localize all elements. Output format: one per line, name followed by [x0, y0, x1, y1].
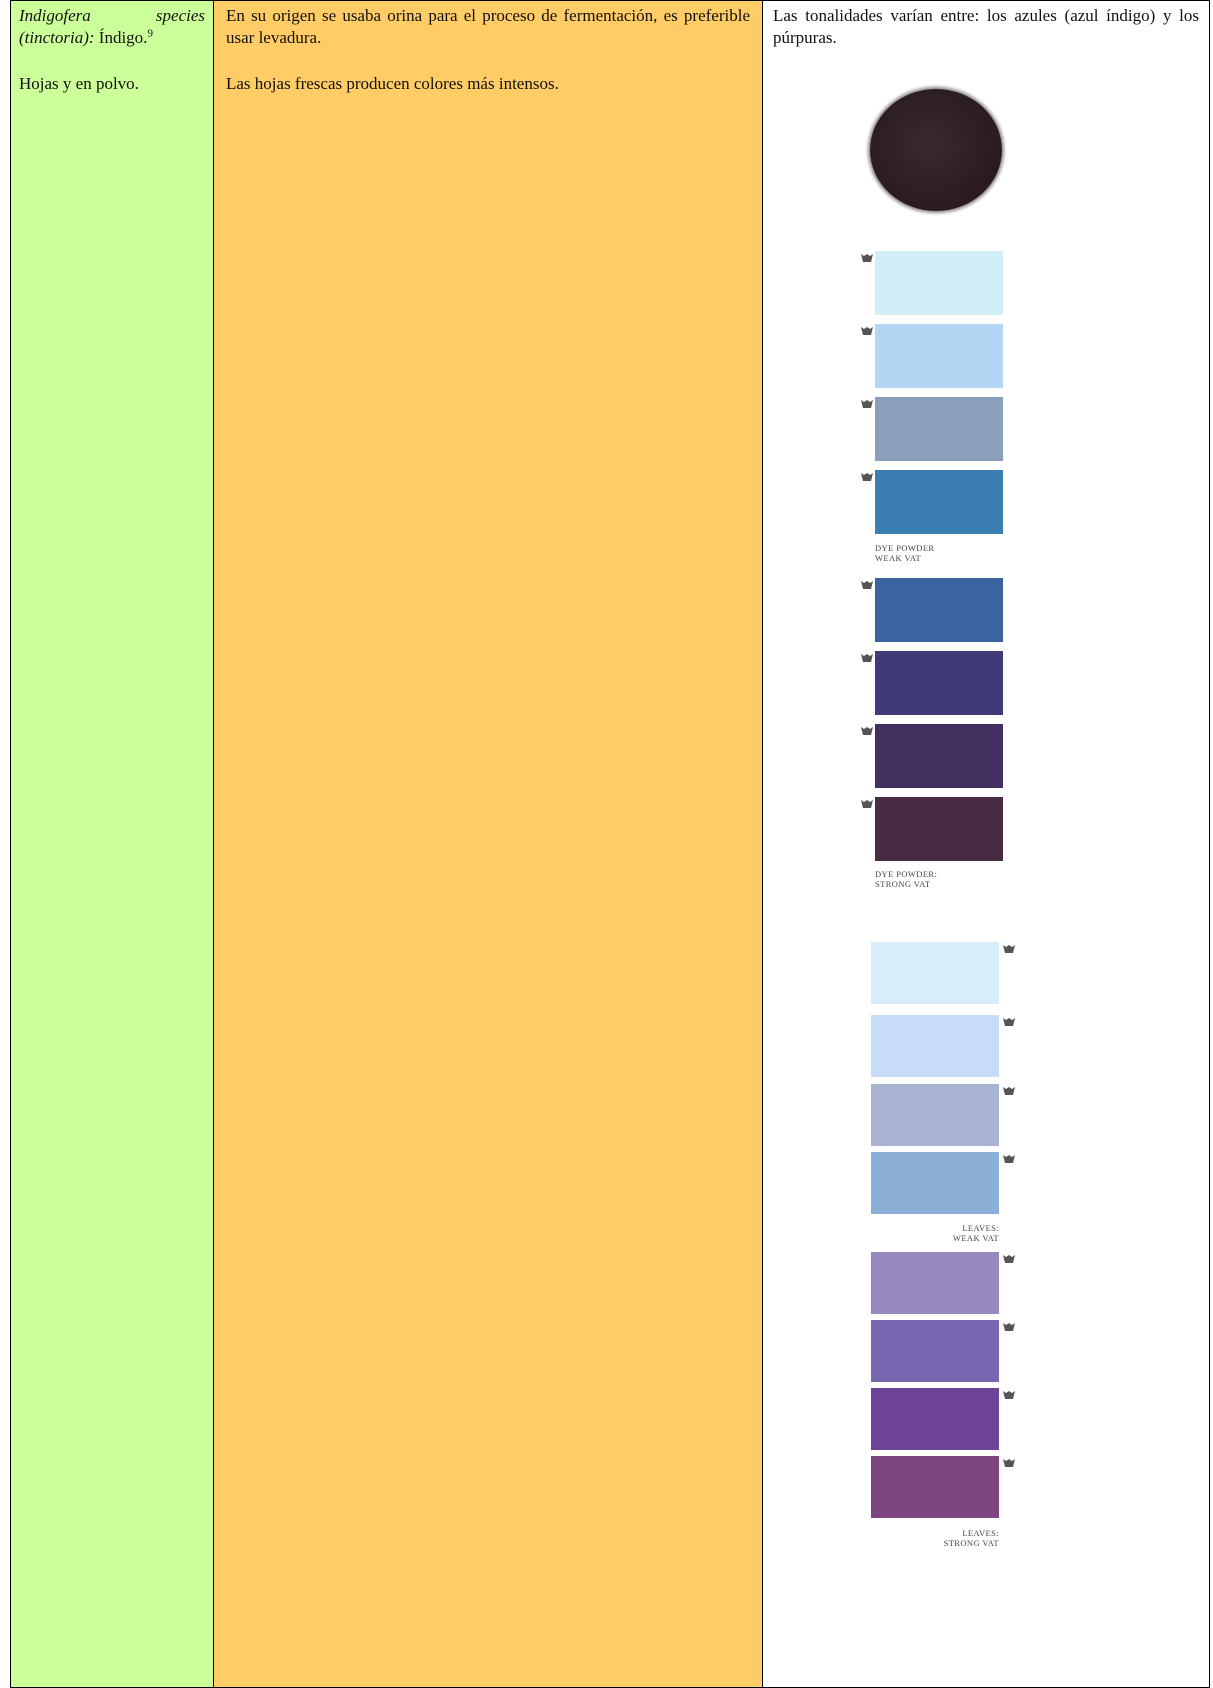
color-swatch	[875, 251, 1003, 315]
dye-pot-icon	[1003, 944, 1015, 954]
dye-pot-icon	[861, 653, 873, 663]
species-name: Indigofera species	[11, 1, 213, 27]
dye-pot-icon	[1003, 1154, 1015, 1164]
dye-pot-icon	[861, 580, 873, 590]
swatch-label-line-1: LEAVES:	[962, 1528, 999, 1538]
color-swatch	[875, 724, 1003, 788]
dye-pot-icon	[1003, 1017, 1015, 1027]
color-swatch	[875, 470, 1003, 534]
dye-pot-icon	[1003, 1458, 1015, 1468]
footnote-ref: 9	[147, 27, 153, 40]
swatch-label-line-1: DYE POWDER:	[875, 869, 938, 879]
swatch-label-line-2: WEAK VAT	[952, 1233, 999, 1243]
swatch-group-label: LEAVES: WEAK VAT	[891, 1223, 999, 1243]
process-cell: En su origen se usaba orina para el proc…	[213, 0, 763, 1688]
species-cell: Indigofera species (tinctoria): Índigo.9…	[10, 0, 214, 1688]
swatch-group-label: DYE POWDER WEAK VAT	[875, 543, 934, 563]
color-swatch	[871, 1152, 999, 1214]
swatch-label-line-1: DYE POWDER	[875, 543, 935, 553]
color-swatch	[871, 1320, 999, 1382]
color-swatch	[871, 1252, 999, 1314]
dye-pot-icon	[1003, 1086, 1015, 1096]
color-swatch	[871, 942, 999, 1004]
tones-description: Las tonalidades varían entre: los azules…	[773, 6, 1199, 47]
table-row: Indigofera species (tinctoria): Índigo.9…	[10, 0, 1210, 1688]
plant-parts: Hojas y en polvo.	[19, 74, 139, 93]
process-paragraph-2: Las hojas frescas producen colores más i…	[226, 74, 559, 93]
common-name: Índigo.	[94, 28, 148, 47]
dye-pot-icon	[1003, 1254, 1015, 1264]
color-swatch	[871, 1456, 999, 1518]
species-common: (tinctoria): Índigo.9	[11, 27, 213, 49]
dye-pot-icon	[861, 799, 873, 809]
species-latin-sub: (tinctoria):	[19, 28, 95, 47]
color-swatch	[875, 324, 1003, 388]
swatch-label-line-2: STRONG VAT	[875, 879, 931, 889]
color-swatch	[875, 397, 1003, 461]
content-table: Indigofera species (tinctoria): Índigo.9…	[10, 0, 1210, 1688]
dye-pot-icon	[861, 399, 873, 409]
color-swatch	[875, 578, 1003, 642]
dye-pot-icon	[861, 726, 873, 736]
process-paragraph-1: En su origen se usaba orina para el proc…	[226, 6, 750, 47]
color-swatch	[875, 797, 1003, 861]
color-swatch	[871, 1084, 999, 1146]
species-latin: Indigofera species	[19, 6, 205, 25]
swatch-group-label: LEAVES: STRONG VAT	[891, 1528, 999, 1548]
dye-pot-icon	[861, 326, 873, 336]
dye-pot-icon	[1003, 1390, 1015, 1400]
colors-cell: Las tonalidades varían entre: los azules…	[762, 0, 1210, 1688]
dye-pot-icon	[861, 253, 873, 263]
dye-pot-icon	[1003, 1322, 1015, 1332]
color-swatch	[875, 651, 1003, 715]
swatch-group-label: DYE POWDER: STRONG VAT	[875, 869, 937, 889]
dye-powder-image	[870, 89, 1002, 211]
color-swatch	[871, 1388, 999, 1450]
swatch-panel: DYE POWDER WEAK VAT DYE POWDER: STRONG VAT L…	[763, 1, 1209, 1687]
swatch-label-line-1: LEAVES:	[962, 1223, 999, 1233]
dye-pot-icon	[861, 472, 873, 482]
color-swatch	[871, 1015, 999, 1077]
swatch-label-line-2: WEAK VAT	[875, 553, 922, 563]
swatch-label-line-2: STRONG VAT	[943, 1538, 999, 1548]
